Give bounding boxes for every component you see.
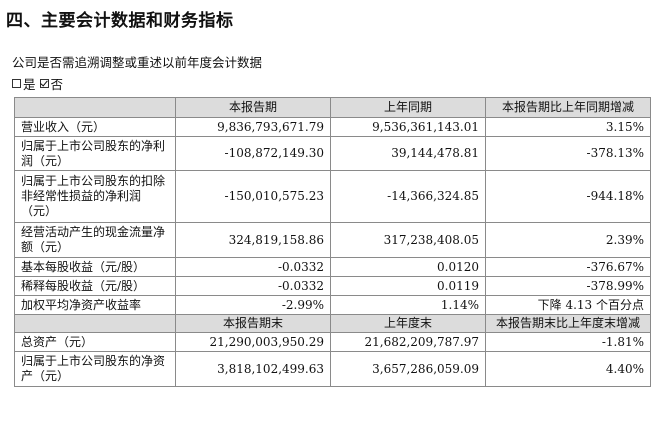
- table-row: 营业收入（元） 9,836,793,671.79 9,536,361,143.0…: [14, 117, 651, 137]
- section-heading: 四、主要会计数据和财务指标: [6, 11, 234, 31]
- prior-value: 0.0120: [330, 257, 486, 277]
- row-label: 稀释每股收益（元/股）: [14, 276, 176, 296]
- change-value: -378.99%: [485, 276, 651, 296]
- header-cell-blank: [14, 97, 176, 118]
- prior-value: 317,238,408.05: [330, 222, 486, 258]
- header-cell-prior-period: 上年同期: [330, 97, 486, 118]
- row-label: 归属于上市公司股东的扣除非经常性损益的净利润（元）: [14, 170, 176, 223]
- row-label: 加权平均净资产收益率: [14, 295, 176, 315]
- row-label: 归属于上市公司股东的净利润（元）: [14, 136, 176, 171]
- header-cell-prior-year-end: 上年度末: [330, 314, 486, 333]
- current-value: -108,872,149.30: [175, 136, 331, 171]
- current-value: 9,836,793,671.79: [175, 117, 331, 137]
- header-cell-period-end: 本报告期末: [175, 314, 331, 333]
- current-value: -150,010,575.23: [175, 170, 331, 223]
- change-value: 2.39%: [485, 222, 651, 258]
- checkbox-yes-icon: [12, 79, 21, 88]
- table-row: 归属于上市公司股东的净资产（元） 3,818,102,499.63 3,657,…: [14, 351, 651, 387]
- current-value: 3,818,102,499.63: [175, 351, 331, 387]
- change-value: 下降 4.13 个百分点: [485, 295, 651, 315]
- row-label: 总资产（元）: [14, 332, 176, 352]
- current-value: -0.0332: [175, 257, 331, 277]
- row-label: 营业收入（元）: [14, 117, 176, 137]
- header-cell-blank: [14, 314, 176, 333]
- financial-indicators-table: 本报告期 上年同期 本报告期比上年同期增减 营业收入（元） 9,836,793,…: [14, 97, 651, 387]
- restatement-question: 公司是否需追溯调整或重述以前年度会计数据: [12, 55, 263, 70]
- table-row: 加权平均净资产收益率 -2.99% 1.14% 下降 4.13 个百分点: [14, 295, 651, 315]
- table-row: 基本每股收益（元/股） -0.0332 0.0120 -376.67%: [14, 257, 651, 277]
- restatement-options: 是 否: [12, 74, 63, 93]
- prior-value: 9,536,361,143.01: [330, 117, 486, 137]
- change-value: 4.40%: [485, 351, 651, 387]
- change-value: -1.81%: [485, 332, 651, 352]
- change-value: -378.13%: [485, 136, 651, 171]
- row-label: 经营活动产生的现金流量净额（元）: [14, 222, 176, 258]
- table-header-row: 本报告期末 上年度末 本报告期末比上年度末增减: [14, 314, 651, 333]
- current-value: 21,290,003,950.29: [175, 332, 331, 352]
- current-value: -2.99%: [175, 295, 331, 315]
- option-yes-label: 是: [23, 77, 36, 92]
- table-header-row: 本报告期 上年同期 本报告期比上年同期增减: [14, 97, 651, 118]
- table-row: 经营活动产生的现金流量净额（元） 324,819,158.86 317,238,…: [14, 222, 651, 258]
- table-row: 归属于上市公司股东的净利润（元） -108,872,149.30 39,144,…: [14, 136, 651, 171]
- current-value: -0.0332: [175, 276, 331, 296]
- current-value: 324,819,158.86: [175, 222, 331, 258]
- option-no: 否: [39, 74, 64, 93]
- change-value: -944.18%: [485, 170, 651, 223]
- prior-value: 0.0119: [330, 276, 486, 296]
- prior-value: 21,682,209,787.97: [330, 332, 486, 352]
- header-cell-period-end-change: 本报告期末比上年度末增减: [485, 314, 651, 333]
- row-label: 基本每股收益（元/股）: [14, 257, 176, 277]
- header-cell-yoy-change: 本报告期比上年同期增减: [485, 97, 651, 118]
- table-row: 总资产（元） 21,290,003,950.29 21,682,209,787.…: [14, 332, 651, 352]
- prior-value: 3,657,286,059.09: [330, 351, 486, 387]
- option-no-label: 否: [50, 77, 64, 92]
- row-label: 归属于上市公司股东的净资产（元）: [14, 351, 176, 387]
- prior-value: 1.14%: [330, 295, 486, 315]
- table-row: 稀释每股收益（元/股） -0.0332 0.0119 -378.99%: [14, 276, 651, 296]
- prior-value: -14,366,324.85: [330, 170, 486, 223]
- change-value: -376.67%: [485, 257, 651, 277]
- prior-value: 39,144,478.81: [330, 136, 486, 171]
- checkbox-no-checked-icon: [39, 79, 49, 88]
- change-value: 3.15%: [485, 117, 651, 137]
- header-cell-current-period: 本报告期: [175, 97, 331, 118]
- table-row: 归属于上市公司股东的扣除非经常性损益的净利润（元） -150,010,575.2…: [14, 170, 651, 223]
- option-yes: 是: [12, 74, 36, 93]
